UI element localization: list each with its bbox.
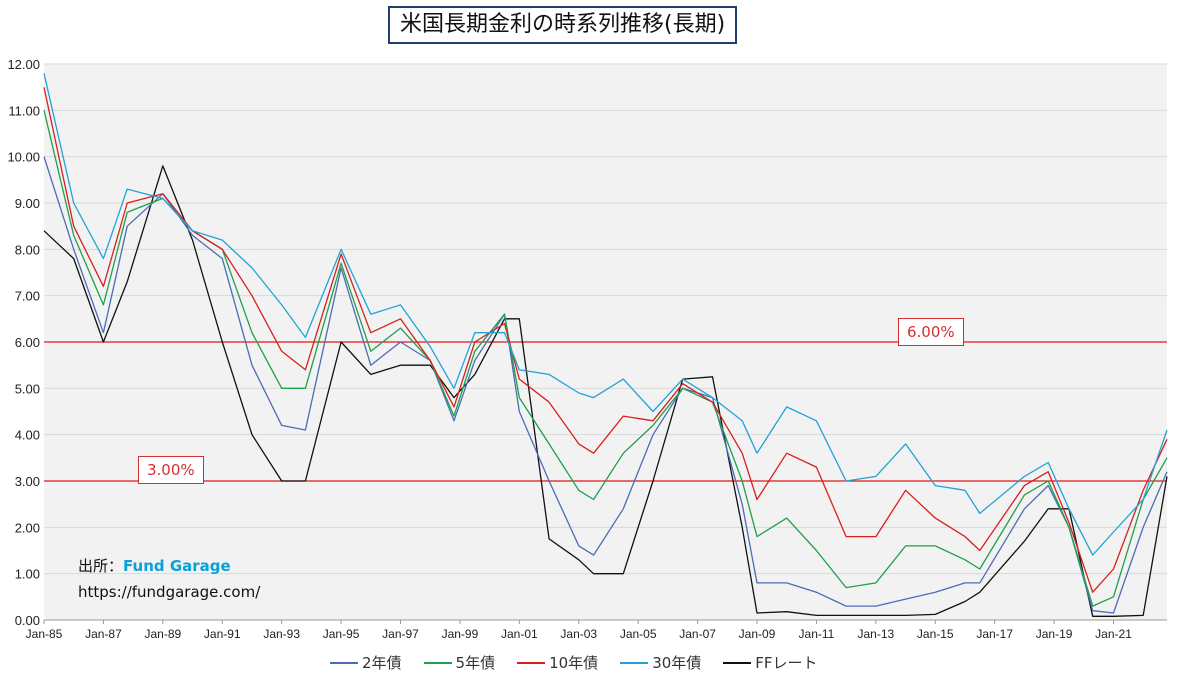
legend-item-10y: 10年債 [517, 652, 598, 673]
x-tick-label: Jan-19 [1036, 627, 1073, 641]
x-tick-label: Jan-97 [382, 627, 419, 641]
x-tick-label: Jan-09 [739, 627, 776, 641]
x-tick-label: Jan-15 [917, 627, 954, 641]
ref-label-6: 6.00% [898, 318, 964, 346]
y-tick-label: 4.00 [15, 428, 40, 443]
x-tick-label: Jan-07 [679, 627, 716, 641]
x-tick-label: Jan-17 [976, 627, 1013, 641]
x-tick-label: Jan-05 [620, 627, 657, 641]
legend-swatch-10y [517, 661, 546, 664]
legend-swatch-ff [723, 661, 752, 664]
x-tick-label: Jan-99 [442, 627, 479, 641]
series-lines [43, 73, 1168, 617]
y-tick-label: 3.00 [15, 474, 40, 489]
x-tick-label: Jan-87 [85, 627, 122, 641]
x-tick-label: Jan-11 [799, 627, 835, 641]
chart-title: 米国長期金利の時系列推移(長期) [388, 6, 738, 44]
x-tick-label: Jan-85 [26, 627, 63, 641]
y-tick-label: 8.00 [15, 242, 40, 257]
legend-label-10y: 10年債 [549, 654, 599, 672]
x-tick-label: Jan-93 [263, 627, 300, 641]
legend-item-ff: FFレート [723, 652, 818, 673]
y-tick-label: 9.00 [15, 196, 40, 211]
legend-swatch-5y [423, 661, 452, 664]
legend-label-30y: 30年債 [652, 654, 702, 672]
ref-label-3: 3.00% [138, 456, 204, 484]
source-brand: Fund Garage [123, 557, 231, 575]
series-line [43, 156, 1168, 614]
legend: 2年債 5年債 10年債 30年債 FFレート [330, 652, 818, 673]
x-tick-label: Jan-95 [323, 627, 360, 641]
y-tick-label: 6.00 [15, 335, 40, 350]
x-tick-label: Jan-03 [560, 627, 597, 641]
legend-swatch-30y [620, 661, 649, 664]
series-line [43, 165, 1168, 617]
legend-label-ff: FFレート [755, 654, 818, 672]
y-tick-label: 1.00 [15, 567, 40, 582]
legend-swatch-2y [330, 661, 358, 664]
y-tick-label: 11.00 [8, 103, 40, 118]
legend-label-5y: 5年債 [455, 654, 496, 672]
legend-item-2y: 2年債 [330, 652, 402, 673]
legend-item-30y: 30年債 [620, 652, 701, 673]
series-line [43, 87, 1168, 593]
x-tick-label: Jan-13 [858, 627, 895, 641]
series-line [43, 110, 1168, 607]
legend-label-2y: 2年債 [362, 654, 402, 672]
y-tick-label: 7.00 [15, 289, 40, 304]
legend-item-5y: 5年債 [423, 652, 496, 673]
y-tick-label: 10.00 [7, 150, 40, 165]
x-tick-label: Jan-91 [204, 627, 241, 641]
source-prefix: 出所： [78, 557, 124, 575]
y-tick-label: 12.00 [7, 57, 40, 72]
y-axis-labels: 0.00 1.00 2.00 3.00 4.00 5.00 6.00 7.00 8.00 9.00… [7, 57, 40, 628]
y-tick-label: 2.00 [15, 520, 40, 535]
x-tick-label: Jan-21 [1095, 627, 1132, 641]
source-url[interactable]: https://fundgarage.com/ [78, 583, 261, 601]
x-tick-label: Jan-89 [144, 627, 181, 641]
series-line [43, 73, 1168, 556]
y-tick-label: 5.00 [15, 381, 40, 396]
y-tick-label: 0.00 [15, 613, 40, 628]
x-tick-label: Jan-01 [501, 627, 538, 641]
source-label: 出所：Fund Garage [78, 555, 231, 576]
x-axis-labels: Jan-85 Jan-87 Jan-89 Jan-91 Jan-93 Jan-95 Jan-… [26, 619, 1167, 641]
